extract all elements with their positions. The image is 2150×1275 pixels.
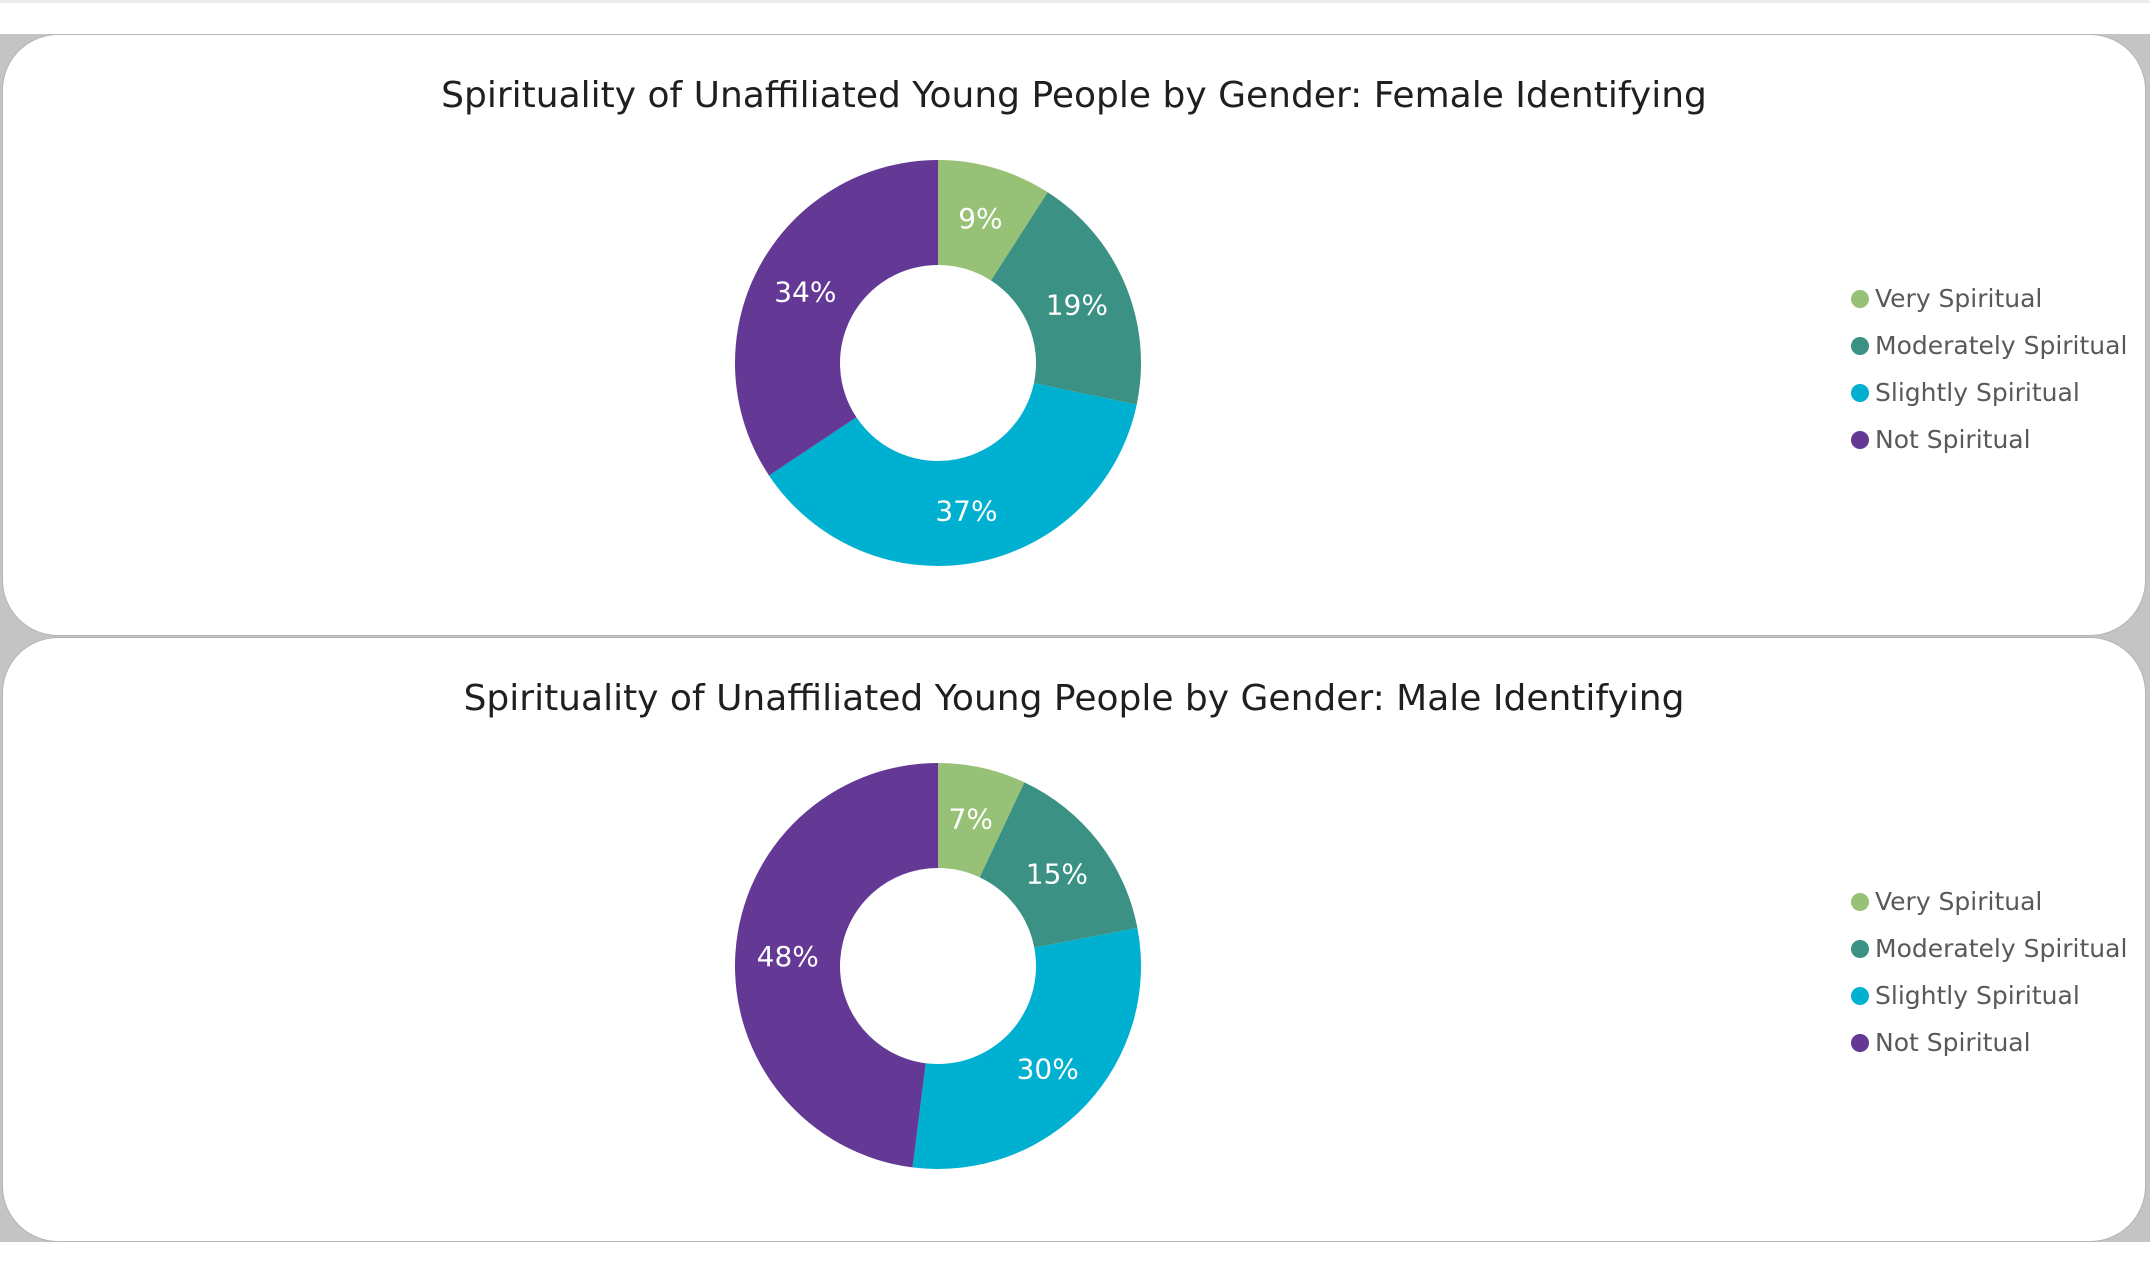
donut-slice-moderately-spiritual — [979, 782, 1138, 948]
donut-slice-moderately-spiritual — [990, 192, 1142, 405]
data-label-very-spiritual: 7% — [949, 803, 993, 836]
legend-label: Not Spiritual — [1875, 425, 2031, 454]
slightly-spiritual-swatch-icon — [1851, 383, 1869, 402]
donut-slice-very-spiritual — [938, 160, 1048, 281]
data-label-slightly-spiritual: 37% — [935, 494, 997, 527]
very-spiritual-swatch-icon — [1851, 289, 1869, 308]
data-label-moderately-spiritual: 15% — [1026, 857, 1088, 890]
legend-label: Very Spiritual — [1875, 284, 2043, 313]
donut-slice-slightly-spiritual — [912, 927, 1141, 1169]
legend-item-moderately-spiritual: Moderately Spiritual — [1851, 322, 2127, 369]
chart-title-female: Spirituality of Unaffiliated Young Peopl… — [441, 75, 1707, 116]
data-label-very-spiritual: 9% — [958, 202, 1002, 235]
legend-item-very-spiritual: Very Spiritual — [1851, 878, 2127, 925]
donut-chart-female: 9% 19% 37% 34% — [735, 160, 1142, 566]
donut-slice-very-spiritual — [938, 763, 1025, 878]
legend-label: Moderately Spiritual — [1875, 934, 2128, 963]
not-spiritual-swatch-icon — [1851, 430, 1869, 449]
legend-label: Slightly Spiritual — [1875, 981, 2080, 1010]
legend-item-not-spiritual: Not Spiritual — [1851, 416, 2127, 463]
very-spiritual-swatch-icon — [1851, 892, 1869, 911]
donut-slice-not-spiritual — [735, 160, 938, 476]
donut-slice-slightly-spiritual — [768, 383, 1137, 566]
moderately-spiritual-swatch-icon — [1851, 336, 1869, 355]
legend-female: Very Spiritual Moderately Spiritual Slig… — [1851, 275, 2127, 463]
legend-item-very-spiritual: Very Spiritual — [1851, 275, 2127, 322]
chart-panel-male: Spirituality of Unaffiliated Young Peopl… — [2, 637, 2146, 1242]
data-label-not-spiritual: 34% — [774, 275, 836, 308]
legend-male: Very Spiritual Moderately Spiritual Slig… — [1851, 878, 2127, 1066]
data-label-not-spiritual: 48% — [757, 940, 819, 973]
top-rule — [0, 0, 2150, 3]
not-spiritual-swatch-icon — [1851, 1033, 1869, 1052]
moderately-spiritual-swatch-icon — [1851, 939, 1869, 958]
slightly-spiritual-swatch-icon — [1851, 986, 1869, 1005]
chart-panel-female: Spirituality of Unaffiliated Young Peopl… — [2, 34, 2146, 636]
donut-chart-male: 7% 15% 30% 48% — [734, 763, 1141, 1169]
legend-label: Moderately Spiritual — [1875, 331, 2128, 360]
data-label-moderately-spiritual: 19% — [1046, 288, 1108, 321]
donut-slice-not-spiritual — [734, 763, 938, 1168]
legend-item-not-spiritual: Not Spiritual — [1851, 1019, 2127, 1066]
data-label-slightly-spiritual: 30% — [1017, 1053, 1079, 1086]
legend-item-moderately-spiritual: Moderately Spiritual — [1851, 925, 2127, 972]
legend-label: Very Spiritual — [1875, 887, 2043, 916]
chart-title-male: Spirituality of Unaffiliated Young Peopl… — [463, 678, 1685, 719]
legend-item-slightly-spiritual: Slightly Spiritual — [1851, 369, 2127, 416]
legend-label: Slightly Spiritual — [1875, 378, 2080, 407]
legend-label: Not Spiritual — [1875, 1028, 2031, 1057]
legend-item-slightly-spiritual: Slightly Spiritual — [1851, 972, 2127, 1019]
